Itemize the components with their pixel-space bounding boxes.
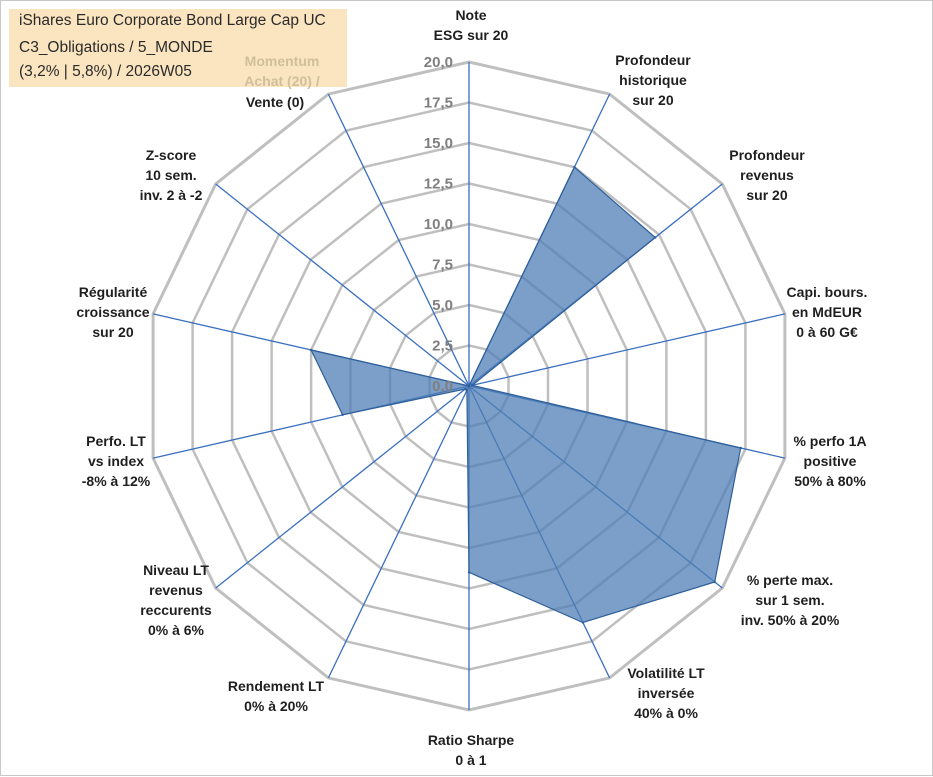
axis-label: croissance	[76, 304, 149, 320]
axis-label: Volatilité LT	[627, 665, 705, 681]
axis-label: sur 20	[92, 324, 133, 340]
data-point	[654, 236, 657, 239]
momentum-label-faded: Momentum Achat (20) /	[227, 51, 337, 91]
axis-label-group: Ratio Sharpe 0 à 1	[428, 732, 515, 768]
data-point	[581, 621, 585, 624]
axis-label: 50% à 80%	[794, 473, 866, 489]
axis-label-group: Rendement LT 0% à 20%	[228, 678, 325, 714]
title-box: iShares Euro Corporate Bond Large Cap UC…	[9, 9, 347, 87]
data-point	[464, 387, 467, 391]
axis-label: inv. 50% à 20%	[741, 612, 840, 628]
axis-label: Profondeur	[729, 147, 805, 163]
data-point	[467, 384, 471, 388]
radial-tick-labels: 0,0 2,5 5,0 7,5 10,0 12,5 15,0 17,5 20,0	[424, 54, 453, 395]
axis-label: vs index	[88, 453, 144, 469]
axis-label: revenus	[740, 167, 794, 183]
title-line-3: (3,2% | 5,8%) / 2026W05	[19, 63, 192, 80]
axis-label: Rendement LT	[228, 678, 325, 694]
axis-label: Profondeur	[615, 52, 691, 68]
axis-label: Niveau LT	[143, 562, 209, 578]
axis-label-group: Régularité croissance sur 20	[76, 284, 149, 340]
title-line-1: iShares Euro Corporate Bond Large Cap UC	[19, 12, 326, 29]
axis-label: positive	[804, 453, 857, 469]
data-point	[467, 571, 471, 574]
data-point	[309, 348, 313, 352]
axis-label: -8% à 12%	[82, 473, 151, 489]
tick-label: 7,5	[432, 257, 453, 274]
tick-label: 2,5	[432, 338, 453, 355]
data-point	[465, 389, 469, 392]
axis-label-group: % perfo 1A positive 50% à 80%	[793, 433, 866, 489]
axis-spoke	[327, 93, 470, 387]
data-point	[739, 446, 742, 450]
axis-label: 40% à 0%	[634, 705, 698, 721]
axis-label: 0 à 60 G€	[796, 324, 858, 340]
axis-spoke	[468, 313, 786, 387]
axis-label-group: Volatilité LT inversée 40% à 0%	[627, 665, 705, 721]
axis-label: ESG sur 20	[434, 27, 509, 43]
axis-label: sur 20	[632, 92, 673, 108]
data-point	[341, 413, 344, 416]
axis-label: Note	[455, 7, 486, 23]
axis-label-group: Vente (0)	[246, 94, 304, 110]
axis-label: Capi. bours.	[787, 284, 868, 300]
data-point	[471, 384, 474, 387]
data-point	[713, 580, 716, 584]
data-point	[573, 165, 576, 169]
axis-label-group: % perte max. sur 1 sem. inv. 50% à 20%	[741, 572, 840, 628]
axis-label: reccurents	[140, 602, 212, 618]
axis-label: sur 20	[746, 187, 787, 203]
axis-label: 10 sem.	[145, 167, 196, 183]
axis-labels: Note ESG sur 20 Profondeur historique sur 20…	[76, 7, 867, 768]
tick-label: 5,0	[432, 297, 453, 314]
axis-label: Perfo. LT	[86, 433, 146, 449]
tick-label: 12,5	[424, 176, 453, 193]
axis-label: 0% à 20%	[244, 698, 308, 714]
axis-label: revenus	[149, 582, 203, 598]
axis-label-group: Profondeur historique sur 20	[615, 52, 691, 108]
tick-label: 17,5	[424, 95, 453, 112]
tick-label: 15,0	[424, 135, 453, 152]
momentum-label-line: Achat (20) /	[244, 73, 320, 89]
axis-label: % perte max.	[747, 572, 833, 588]
tick-label: 20,0	[424, 54, 453, 71]
axis-label: en MdEUR	[792, 304, 862, 320]
axis-label-group: Niveau LT revenus reccurents 0% à 6%	[140, 562, 212, 638]
axis-label: 0% à 6%	[148, 622, 205, 638]
axis-label: inversée	[638, 685, 695, 701]
radar-series	[309, 165, 742, 624]
axis-spoke	[215, 183, 470, 387]
axis-spoke	[215, 385, 470, 589]
title-line-2: C3_Obligations / 5_MONDE	[19, 39, 213, 56]
axis-label: 0 à 1	[455, 752, 486, 768]
axis-label: Vente (0)	[246, 94, 304, 110]
axis-label: Ratio Sharpe	[428, 732, 515, 748]
axis-label-group: Profondeur revenus sur 20	[729, 147, 805, 203]
axis-label: Z-score	[146, 147, 197, 163]
axis-label: sur 1 sem.	[755, 592, 824, 608]
axis-label: Régularité	[79, 284, 148, 300]
axis-label: inv. 2 à -2	[140, 187, 203, 203]
axis-label: historique	[619, 72, 687, 88]
axis-label-group: Capi. bours. en MdEUR 0 à 60 G€	[787, 284, 868, 340]
series-area	[310, 166, 742, 624]
tick-label: 0,0	[432, 378, 453, 395]
axis-label-group: Perfo. LT vs index -8% à 12%	[82, 433, 151, 489]
axis-label: % perfo 1A	[793, 433, 866, 449]
tick-label: 10,0	[424, 216, 453, 233]
axis-label-group: Z-score 10 sem. inv. 2 à -2	[140, 147, 203, 203]
momentum-label-line: Momentum	[244, 53, 320, 69]
axis-label-group: Note ESG sur 20	[434, 7, 509, 43]
axis-spoke	[327, 385, 470, 679]
